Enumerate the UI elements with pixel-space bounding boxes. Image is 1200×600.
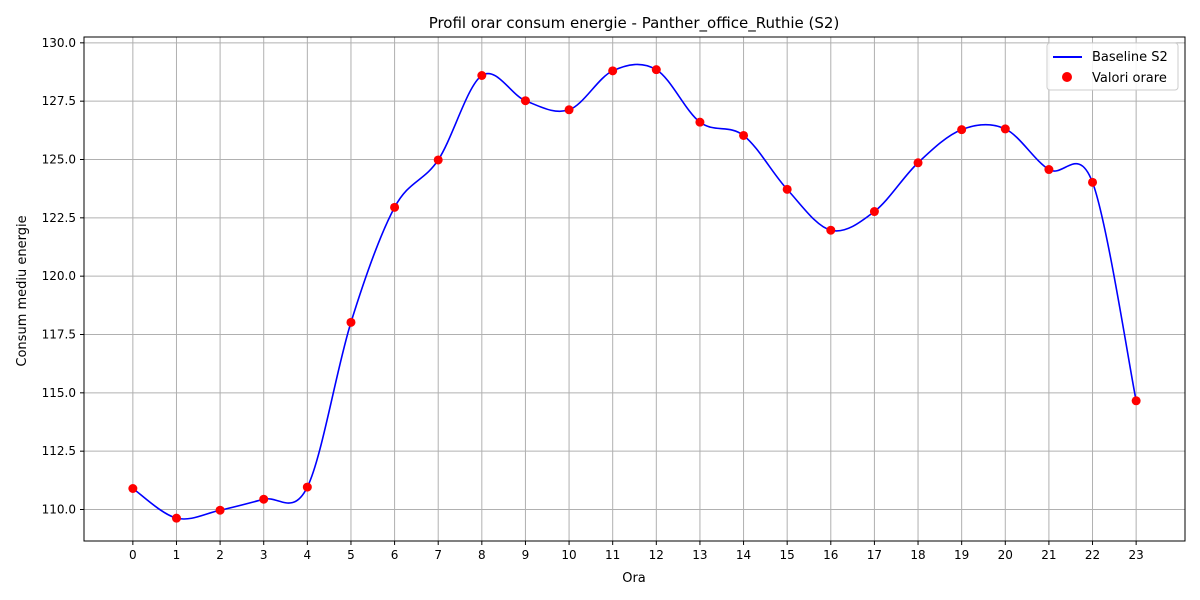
data-point (957, 125, 967, 135)
x-tick-label: 10 (561, 548, 576, 562)
data-point (346, 317, 356, 327)
x-axis-label: Ora (622, 571, 646, 586)
x-tick-label: 5 (347, 548, 355, 562)
y-tick-label: 112.5 (42, 444, 76, 458)
series-layer (128, 63, 1141, 523)
y-tick-label: 122.5 (42, 211, 76, 225)
x-tick-label: 22 (1085, 548, 1100, 562)
data-point (171, 513, 181, 523)
x-tick-label: 8 (478, 548, 486, 562)
data-point (520, 96, 530, 106)
data-point (1000, 124, 1010, 134)
y-tick-label: 125.0 (42, 153, 76, 167)
x-tick-label: 20 (998, 548, 1013, 562)
x-tick-label: 7 (434, 548, 442, 562)
data-point (1131, 396, 1141, 406)
data-point (477, 71, 487, 80)
plot-frame (83, 36, 1186, 542)
x-tick-label: 11 (605, 548, 620, 562)
legend-marker-swatch (1062, 72, 1072, 82)
y-tick-label: 117.5 (42, 328, 76, 342)
legend-label-baseline: Baseline S2 (1092, 50, 1168, 65)
data-point (215, 505, 225, 515)
x-tick-label: 3 (260, 548, 268, 562)
legend: Baseline S2 Valori orare (1046, 42, 1179, 91)
x-tick-label: 2 (216, 548, 224, 562)
x-tick-label: 23 (1129, 548, 1144, 562)
y-tick-label: 130.0 (42, 36, 76, 50)
series-line-baseline (132, 63, 1137, 520)
x-axis-ticks: 0 1 2 3 4 5 6 7 8 9 10 11 12 13 14 15 16 17 18 19 20 21 22 23 (129, 541, 1144, 562)
data-point (128, 484, 138, 493)
x-tick-label: 21 (1041, 548, 1056, 562)
x-tick-label: 9 (522, 548, 530, 562)
x-tick-label: 14 (736, 548, 751, 562)
chart-title: Profil orar consum energie - Panther_off… (429, 14, 840, 33)
data-point (608, 66, 618, 76)
y-tick-label: 115.0 (42, 386, 76, 400)
x-tick-label: 17 (867, 548, 882, 562)
data-point (739, 130, 749, 140)
x-tick-label: 18 (910, 548, 925, 562)
x-tick-label: 4 (304, 548, 312, 562)
data-point (782, 184, 792, 194)
legend-label-values: Valori orare (1092, 71, 1167, 86)
data-point (302, 482, 312, 492)
data-point (390, 202, 400, 212)
x-tick-label: 0 (129, 548, 137, 562)
x-tick-label: 13 (692, 548, 707, 562)
data-point (651, 65, 661, 75)
data-point (913, 158, 923, 168)
data-point (1044, 165, 1054, 175)
x-tick-label: 6 (391, 548, 399, 562)
y-tick-label: 127.5 (42, 94, 76, 108)
y-tick-label: 120.0 (42, 269, 76, 283)
data-point (695, 117, 705, 127)
x-tick-label: 12 (649, 548, 664, 562)
x-tick-label: 1 (173, 548, 181, 562)
data-point (564, 105, 574, 115)
y-axis-label: Consum mediu energie (15, 215, 30, 366)
data-point (433, 155, 443, 165)
legend-box (1046, 42, 1179, 91)
data-point (826, 225, 836, 235)
x-tick-label: 19 (954, 548, 969, 562)
y-axis-ticks: 110.0 112.5 115.0 117.5 120.0 122.5 125.0 127.5… (42, 36, 84, 517)
data-point (259, 494, 269, 504)
y-tick-label: 110.0 (42, 503, 76, 517)
x-tick-label: 15 (780, 548, 795, 562)
data-point (1088, 177, 1098, 187)
data-point (869, 207, 879, 217)
grid (84, 37, 1185, 541)
x-tick-label: 16 (823, 548, 838, 562)
